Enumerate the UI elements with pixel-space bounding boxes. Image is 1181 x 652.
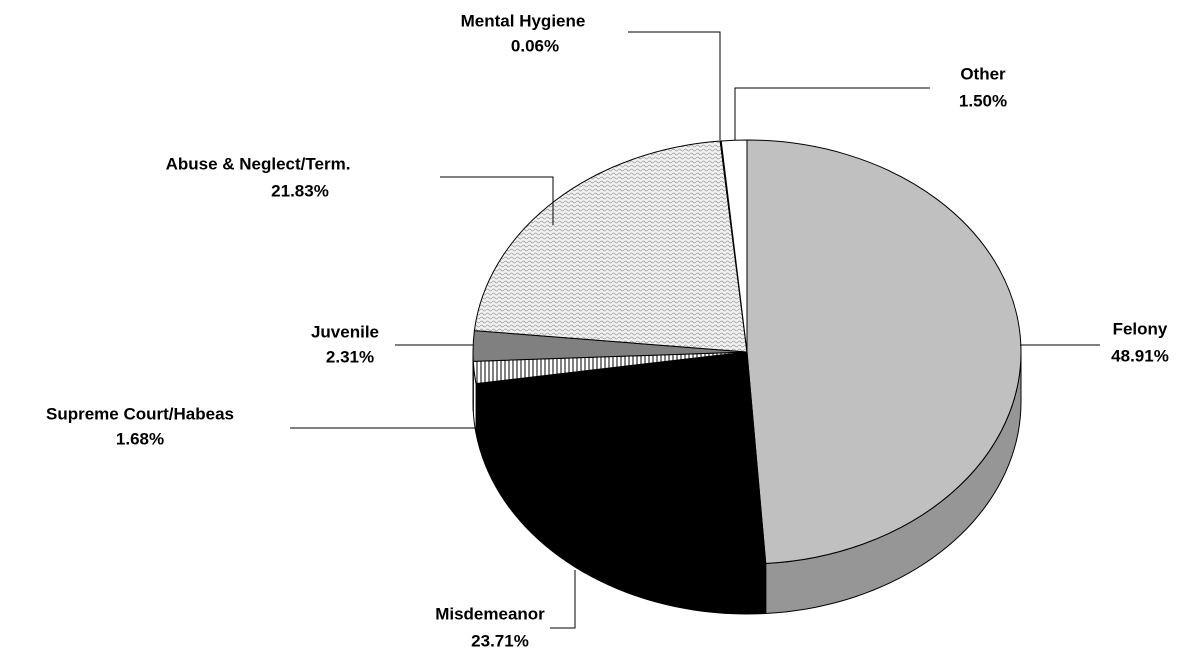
leader-line bbox=[628, 31, 721, 140]
leader-line bbox=[550, 570, 576, 629]
value-label: 2.31% bbox=[326, 347, 374, 366]
leader-line bbox=[734, 87, 930, 140]
value-label: 1.50% bbox=[959, 91, 1007, 110]
slice-label: Misdemeanor bbox=[435, 604, 545, 623]
slice-label: Mental Hygiene bbox=[461, 11, 586, 30]
slice-label: Abuse & Neglect/Term. bbox=[166, 154, 351, 173]
pie-slice bbox=[473, 140, 748, 353]
slice-label: Supreme Court/Habeas bbox=[46, 404, 234, 423]
value-label: 48.91% bbox=[1111, 346, 1169, 365]
slice-label: Other bbox=[960, 64, 1006, 83]
pie bbox=[472, 139, 1022, 615]
slice-label: Felony bbox=[1113, 319, 1168, 338]
labels: Felony 48.91% Misdemeanor 23.71% Supreme Cou… bbox=[46, 11, 1169, 650]
slice-label: Juvenile bbox=[311, 322, 379, 341]
pie-slice bbox=[475, 351, 767, 565]
pie-slice bbox=[720, 139, 748, 353]
value-label: 1.68% bbox=[116, 429, 164, 448]
value-label: 21.83% bbox=[271, 181, 329, 200]
value-label: 23.71% bbox=[471, 631, 529, 650]
leader-line bbox=[440, 176, 554, 225]
value-label: 0.06% bbox=[511, 36, 559, 55]
